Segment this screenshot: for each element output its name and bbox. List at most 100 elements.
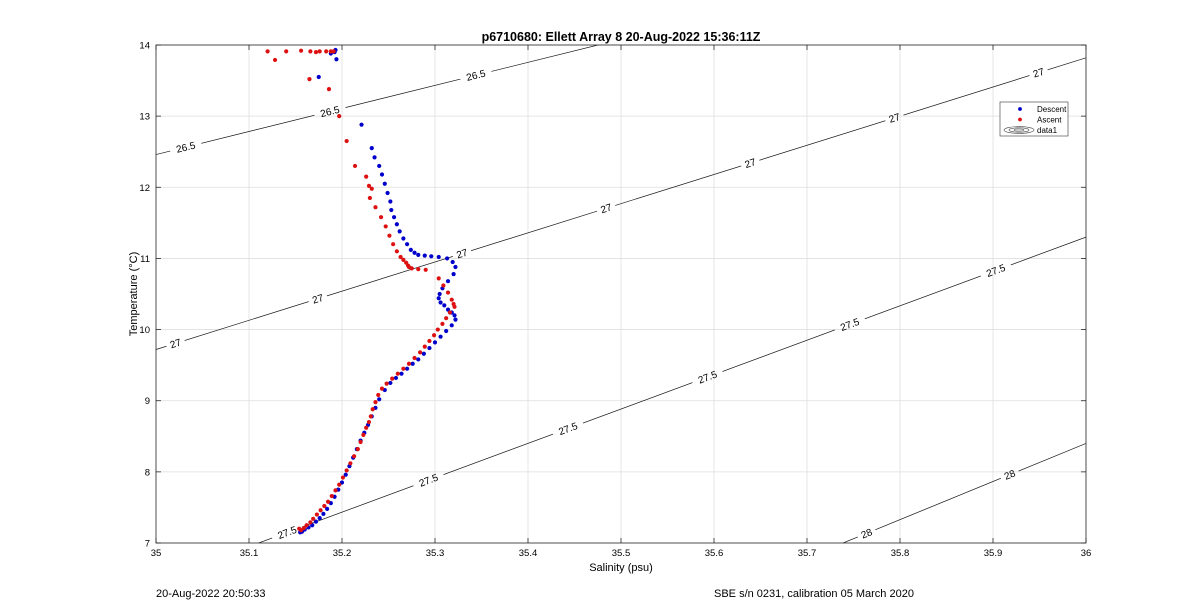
ascent-point (358, 439, 363, 445)
ascent-point (409, 266, 414, 271)
contour-label: 27 (1032, 67, 1046, 81)
legend: Descent Ascent data1 (999, 101, 1069, 137)
x-axis-label: Salinity (psu) (589, 562, 653, 574)
ascent-point (423, 267, 428, 272)
ascent-point (383, 224, 388, 229)
descent-point (421, 351, 426, 356)
x-tick-label: 35.9 (984, 548, 1003, 559)
descent-point (429, 254, 434, 259)
ascent-point (337, 482, 342, 487)
descent-point (325, 506, 330, 511)
ascent-point (325, 499, 331, 504)
descent-point (416, 252, 421, 257)
footer-timestamp: 20-Aug-2022 20:50:33 (156, 588, 266, 600)
ascent-point (401, 366, 406, 371)
descent-point (412, 250, 417, 255)
ascent-point (394, 249, 399, 254)
x-tick-label: 35.7 (798, 548, 817, 559)
ascent-point (307, 77, 312, 82)
legend-ascent-label: Ascent (1037, 116, 1062, 125)
contour-line-27-5 (257, 236, 1086, 543)
y-tick-label: 14 (139, 41, 150, 52)
descent-point (432, 340, 438, 345)
descent-point (334, 57, 339, 62)
y-tick-label: 13 (139, 112, 150, 123)
ascent-point (398, 254, 403, 260)
ascent-point (401, 257, 406, 262)
descent-point (405, 366, 410, 371)
ascent-point (373, 205, 378, 210)
descent-point (321, 511, 326, 516)
contour-line-26-5 (156, 45, 600, 155)
y-tick-label: 8 (145, 467, 150, 478)
ascent-point (440, 321, 445, 326)
descent-point (438, 300, 443, 305)
legend-ascent-marker (1018, 117, 1022, 122)
ascent-point (344, 138, 349, 144)
contour-label: 28 (860, 527, 875, 542)
ascent-point (370, 407, 375, 412)
descent-point (399, 371, 404, 376)
ascent-point (352, 163, 358, 169)
ascent-point (379, 386, 385, 391)
ascent-point (395, 371, 400, 376)
ascent-point (452, 304, 457, 309)
ascent-point (391, 242, 396, 247)
legend-data1-label: data1 (1037, 126, 1058, 135)
y-axis-label: Temperature (°C) (128, 252, 140, 336)
ascent-point (449, 297, 454, 302)
ascent-point (369, 186, 374, 191)
descent-point (416, 357, 421, 362)
descent-point (436, 254, 441, 260)
descent-point (438, 334, 443, 339)
legend-descent-label: Descent (1037, 105, 1067, 114)
ascent-point (418, 350, 423, 355)
x-tick-label: 35.2 (333, 548, 352, 559)
descent-point (437, 291, 442, 297)
descent-point (422, 253, 427, 258)
x-tick-label: 35.6 (705, 548, 724, 559)
ascent-point (412, 355, 417, 361)
ascent-point (311, 516, 316, 521)
chart-title: p6710680: Ellett Array 8 20-Aug-2022 15:… (482, 30, 761, 44)
x-tick-label: 35.5 (612, 548, 631, 559)
ascent-point (378, 215, 384, 220)
contour-label: 27 (455, 247, 469, 261)
ascent-point (445, 290, 451, 295)
descent-point (449, 323, 454, 328)
ascent-point (284, 49, 289, 54)
ascent-point (329, 493, 334, 499)
legend-descent-marker (1018, 107, 1022, 111)
ascent-point (364, 425, 369, 430)
y-tick-label: 10 (139, 325, 150, 336)
legend-contour-icon (1003, 126, 1035, 134)
ascent-point (422, 344, 427, 349)
descent-point (442, 303, 447, 308)
ascent-point (297, 526, 302, 531)
ascent-point (331, 49, 336, 54)
ascent-point (436, 276, 441, 281)
ascent-point (272, 57, 278, 63)
descent-point (377, 397, 382, 402)
axis-ticks: 35 35.1 35.2 35.3 35.4 35.5 35.6 35.7 35.8 35.9 36… (139, 41, 1091, 560)
ascent-point (435, 327, 440, 332)
contour-label: 27 (888, 112, 902, 126)
descent-point (436, 296, 441, 301)
x-tick-label: 35.8 (891, 548, 910, 559)
ascent-point (441, 283, 446, 288)
ascent-point (318, 508, 323, 513)
descent-point (445, 279, 451, 284)
contour-label: 27 (744, 157, 758, 171)
descent-point (359, 122, 364, 127)
contour-label: 26.5 (175, 140, 197, 155)
descent-point (401, 236, 406, 241)
ascent-point (368, 414, 373, 419)
ascent-point (351, 454, 357, 459)
x-tick-label: 35 (151, 548, 162, 559)
ascent-point (366, 183, 372, 188)
contour-label: 27 (599, 202, 613, 216)
ascent-point (348, 461, 353, 466)
ascent-point (444, 316, 449, 321)
descent-point (410, 361, 415, 366)
